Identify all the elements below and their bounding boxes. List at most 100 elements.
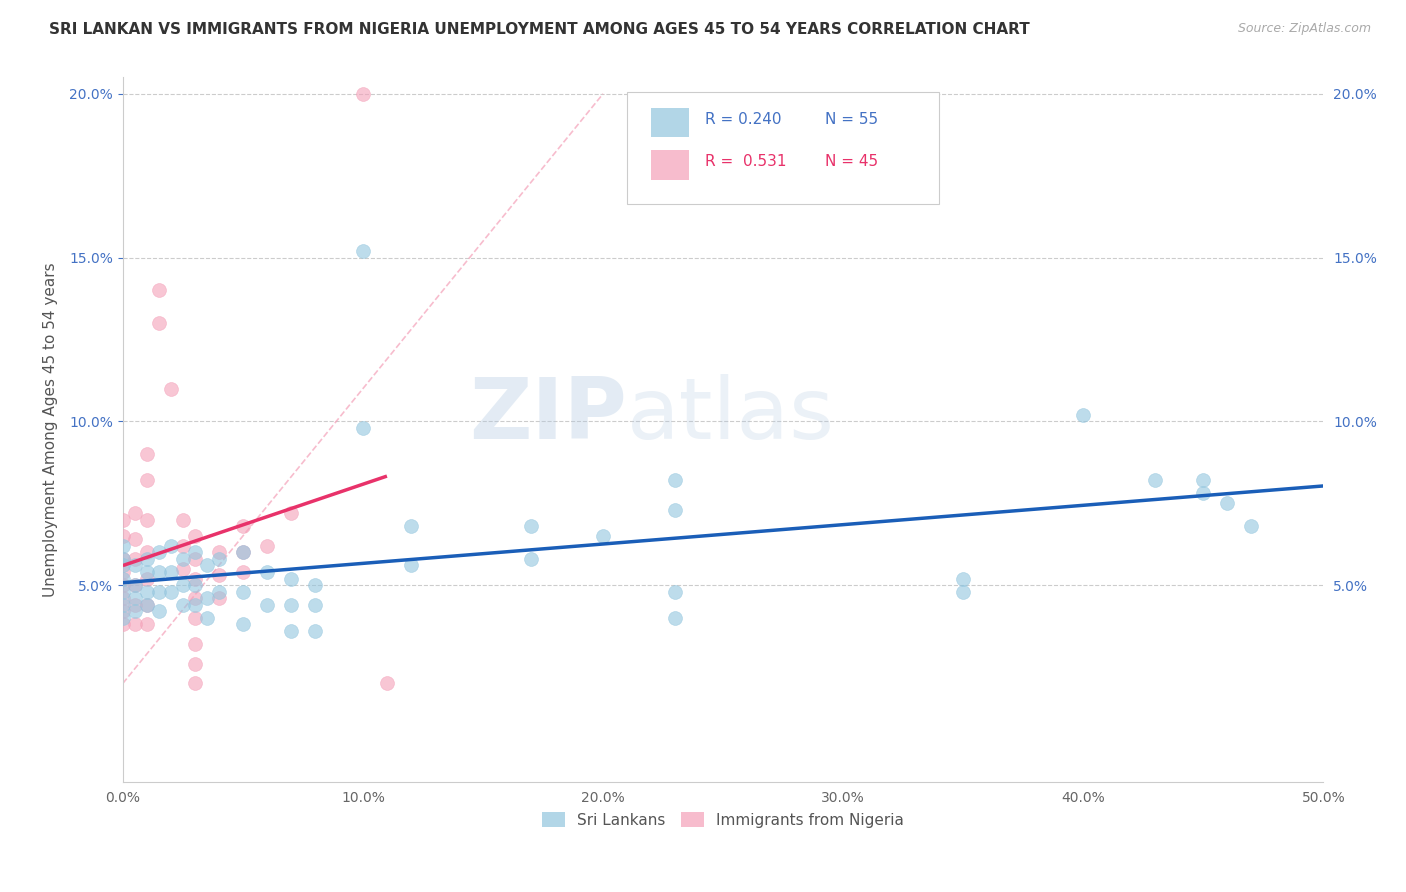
Point (135, 552, 157, 566)
Point (124, 552, 146, 566)
Point (124, 604, 146, 618)
Point (148, 604, 170, 618)
Point (664, 473, 686, 487)
Point (304, 578, 326, 592)
Point (172, 598, 194, 612)
Point (1192, 486, 1215, 500)
Point (520, 552, 543, 566)
Point (160, 565, 183, 579)
Point (232, 617, 254, 632)
Point (111, 552, 134, 566)
Point (352, 244, 374, 258)
Point (172, 552, 194, 566)
Point (232, 545, 254, 559)
Point (304, 598, 326, 612)
Point (124, 578, 146, 592)
Point (111, 529, 134, 543)
FancyBboxPatch shape (651, 108, 689, 137)
Point (184, 598, 207, 612)
Point (208, 545, 231, 559)
Point (111, 513, 134, 527)
Point (520, 519, 543, 533)
Point (148, 283, 170, 297)
Point (124, 558, 146, 573)
Point (280, 624, 302, 638)
Point (304, 624, 326, 638)
Legend: Sri Lankans, Immigrants from Nigeria: Sri Lankans, Immigrants from Nigeria (536, 805, 910, 834)
Point (399, 558, 422, 573)
Point (232, 565, 254, 579)
Point (184, 552, 207, 566)
Point (1144, 473, 1167, 487)
Point (124, 598, 146, 612)
Point (184, 578, 207, 592)
Point (111, 572, 134, 586)
Point (111, 558, 134, 573)
Point (256, 565, 278, 579)
Point (184, 676, 207, 690)
Y-axis label: Unemployment Among Ages 45 to 54 years: Unemployment Among Ages 45 to 54 years (44, 262, 58, 597)
Point (160, 539, 183, 553)
Point (195, 558, 218, 573)
Point (280, 598, 302, 612)
Point (1192, 473, 1215, 487)
Point (111, 598, 134, 612)
Point (232, 584, 254, 599)
FancyBboxPatch shape (627, 92, 939, 204)
Point (352, 421, 374, 435)
Point (184, 591, 207, 606)
Point (148, 565, 170, 579)
Point (124, 506, 146, 520)
Point (135, 545, 157, 559)
Point (208, 591, 231, 606)
Point (135, 584, 157, 599)
Point (160, 382, 183, 396)
Point (124, 591, 146, 606)
Point (184, 657, 207, 671)
Text: R =  0.531: R = 0.531 (704, 154, 786, 169)
Point (184, 611, 207, 625)
Point (664, 584, 686, 599)
Point (111, 617, 134, 632)
Text: R = 0.240: R = 0.240 (704, 112, 782, 128)
Point (952, 584, 974, 599)
Point (124, 533, 146, 547)
Point (135, 617, 157, 632)
Point (280, 572, 302, 586)
Point (375, 676, 398, 690)
Point (148, 316, 170, 330)
Point (111, 565, 134, 579)
Point (124, 617, 146, 632)
Point (208, 552, 231, 566)
Point (135, 513, 157, 527)
Point (280, 506, 302, 520)
Point (111, 584, 134, 599)
Point (195, 591, 218, 606)
Point (111, 604, 134, 618)
Point (256, 539, 278, 553)
Point (111, 611, 134, 625)
Text: SRI LANKAN VS IMMIGRANTS FROM NIGERIA UNEMPLOYMENT AMONG AGES 45 TO 54 YEARS COR: SRI LANKAN VS IMMIGRANTS FROM NIGERIA UN… (49, 22, 1031, 37)
Point (352, 87, 374, 101)
Point (1240, 519, 1263, 533)
Point (1216, 496, 1239, 510)
Point (124, 578, 146, 592)
Point (184, 637, 207, 651)
Point (135, 447, 157, 461)
Point (184, 572, 207, 586)
FancyBboxPatch shape (651, 150, 689, 179)
Point (111, 539, 134, 553)
Point (232, 545, 254, 559)
Point (664, 503, 686, 517)
Point (172, 513, 194, 527)
Point (208, 568, 231, 582)
Point (148, 545, 170, 559)
Point (135, 598, 157, 612)
Point (135, 572, 157, 586)
Text: Source: ZipAtlas.com: Source: ZipAtlas.com (1237, 22, 1371, 36)
Point (184, 545, 207, 559)
Text: N = 55: N = 55 (825, 112, 879, 128)
Text: atlas: atlas (627, 374, 835, 457)
Point (208, 584, 231, 599)
Point (111, 578, 134, 592)
